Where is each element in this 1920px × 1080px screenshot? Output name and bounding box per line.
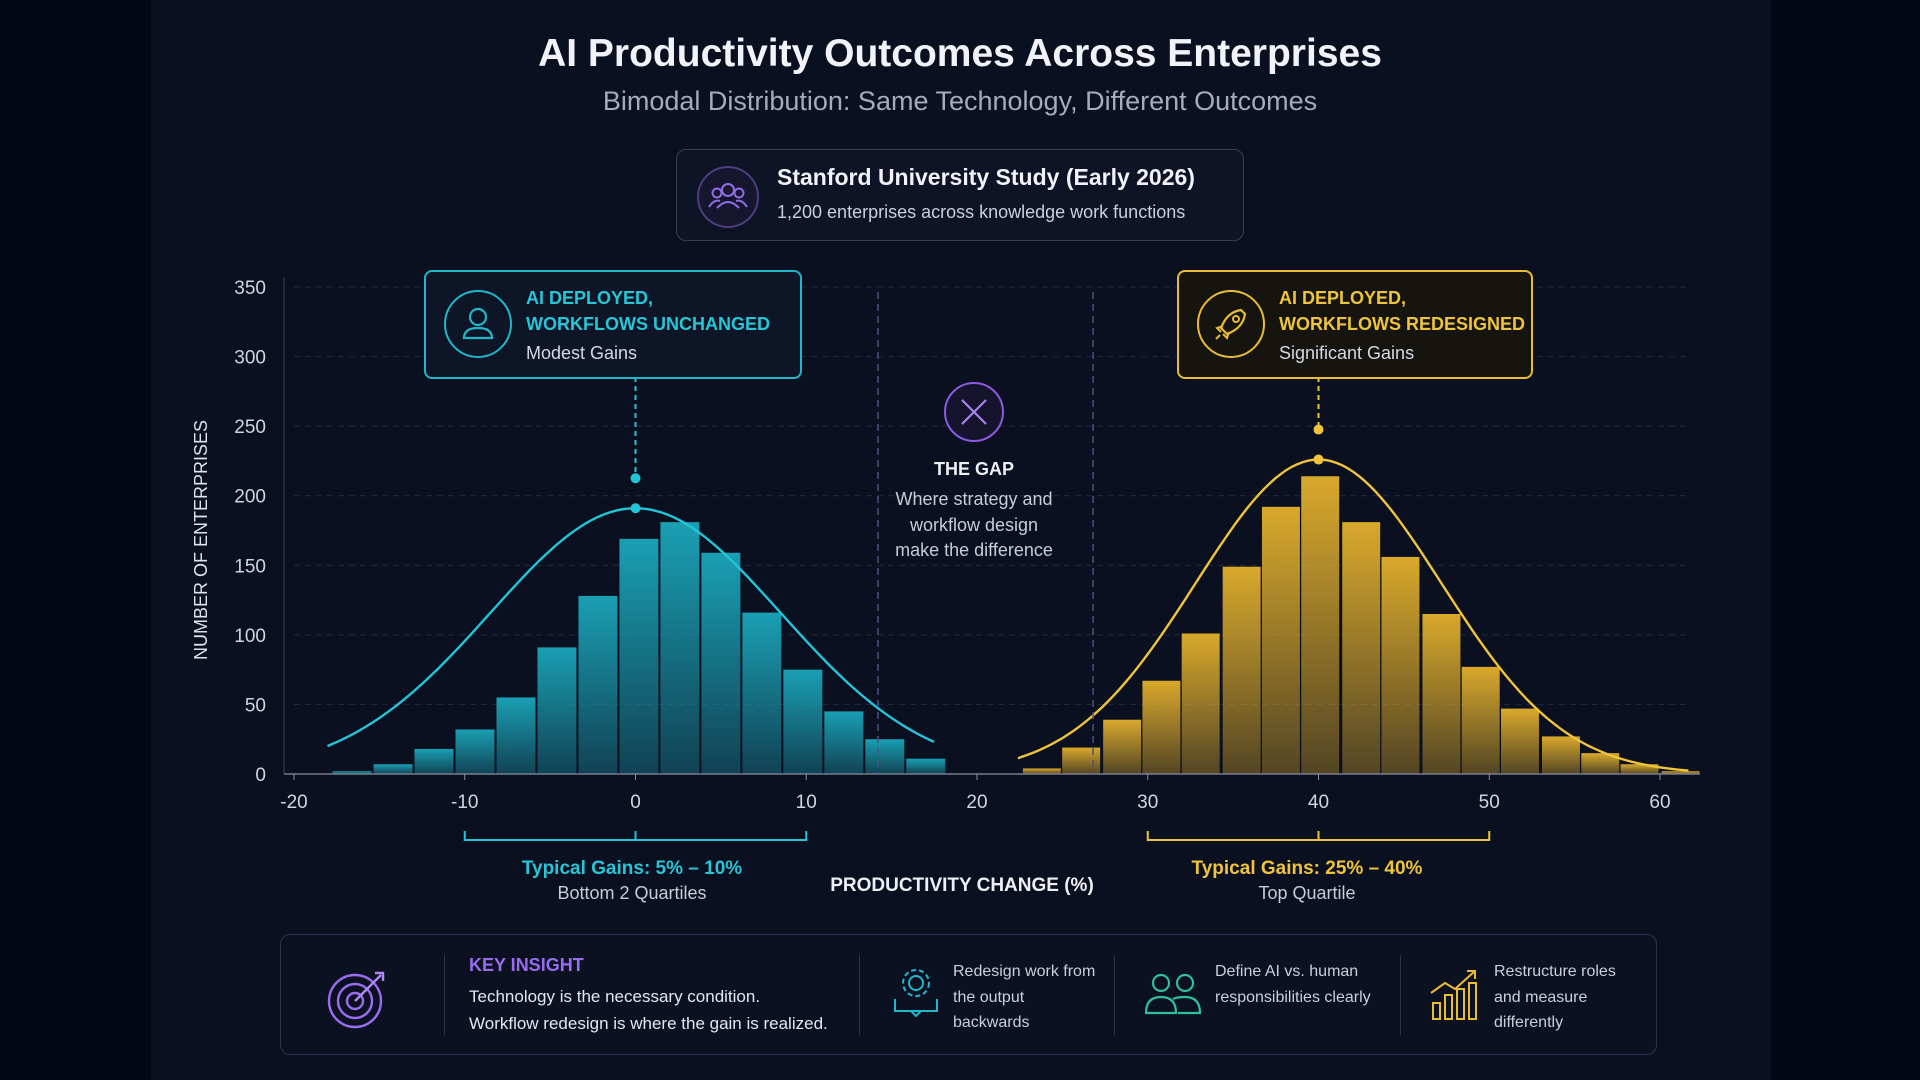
peak-marker (1313, 454, 1324, 465)
page-subtitle: Bimodal Distribution: Same Technology, D… (602, 86, 1318, 116)
histogram-bar (1022, 768, 1061, 774)
callout-anchor-dot (630, 473, 641, 484)
histogram-bar (1301, 476, 1340, 774)
histogram-bar (537, 647, 577, 774)
y-tick-label: 250 (234, 417, 266, 438)
action-redesign-work: Redesign work from the output backwards (953, 963, 1096, 1031)
histogram-bar (865, 739, 905, 774)
key-insight-panel: KEY INSIGHT Technology is the necessary … (280, 934, 1657, 1055)
divider (444, 955, 445, 1035)
histogram-bar (373, 764, 413, 774)
right-range-subtitle: Top Quartile (1258, 883, 1356, 903)
histogram-bar (455, 729, 495, 774)
histogram-bar (1381, 556, 1420, 774)
callout-anchor-dot (1313, 424, 1324, 435)
y-tick-label: 0 (255, 765, 266, 786)
x-axis-label: PRODUCTIVITY CHANGE (%) (830, 875, 1094, 896)
callout-left-line1: AI DEPLOYED, (526, 288, 654, 308)
gear-cycle-icon (889, 963, 943, 1028)
x-tick-label: 30 (1137, 792, 1158, 813)
histogram-bar (1181, 633, 1220, 774)
x-tick-label: 40 (1308, 792, 1329, 813)
y-tick-label: 150 (234, 556, 266, 577)
range-bracket (1146, 831, 1491, 841)
divider (859, 955, 860, 1035)
peak-marker (630, 503, 641, 514)
x-tick-label: 0 (630, 792, 641, 813)
people-icon (1143, 969, 1203, 1024)
y-tick-label: 350 (234, 278, 266, 299)
histogram-bar (1261, 506, 1300, 774)
x-tick-label: 20 (966, 792, 987, 813)
gap-description: Where strategy and workflow design make … (895, 489, 1053, 560)
histogram-bar (1501, 708, 1539, 774)
divider (1400, 955, 1401, 1035)
y-axis-label: NUMBER OF ENTERPRISES (191, 420, 211, 660)
insight-line-1: Technology is the necessary condition. (469, 987, 761, 1006)
x-tick-label: -10 (451, 792, 478, 813)
person-icon (444, 290, 512, 358)
callout-workflows-redesigned: AI DEPLOYED, WORKFLOWS REDESIGNED Signif… (1177, 270, 1533, 379)
callout-left-line2: WORKFLOWS UNCHANGED (526, 314, 770, 334)
divider (1114, 955, 1115, 1035)
histogram-bar (824, 711, 864, 774)
study-card: Stanford University Study (Early 2026) 1… (676, 149, 1244, 241)
y-tick-label: 300 (234, 348, 266, 369)
callout-workflows-unchanged: AI DEPLOYED, WORKFLOWS UNCHANGED Modest … (424, 270, 802, 379)
histogram-bar (496, 697, 536, 774)
histogram-bar (1461, 666, 1500, 774)
study-description: 1,200 enterprises across knowledge work … (777, 202, 1186, 222)
histogram-bar (1342, 522, 1381, 774)
target-icon (325, 965, 391, 1036)
histogram-bar (619, 538, 659, 774)
callout-left-line3: Modest Gains (526, 343, 638, 363)
histogram-bar (332, 771, 372, 774)
histogram-bar (906, 758, 946, 774)
histogram-bar (660, 522, 700, 774)
y-tick-label: 200 (234, 487, 266, 508)
histogram-bar (1142, 680, 1181, 774)
action-define-responsibilities: Define AI vs. human responsibilities cle… (1215, 963, 1371, 1006)
x-tick-label: -20 (280, 792, 307, 813)
callout-right-line1: AI DEPLOYED, (1279, 288, 1407, 308)
callout-right-line3: Significant Gains (1279, 343, 1415, 363)
x-circle-icon (944, 382, 1004, 442)
growth-chart-icon (1427, 963, 1481, 1028)
histogram-bar (783, 669, 823, 774)
histogram-bar (1541, 736, 1580, 774)
histogram-bar (742, 612, 782, 774)
left-range-title: Typical Gains: 5% – 10% (521, 858, 743, 879)
range-bracket (463, 831, 808, 841)
histogram-bar (414, 748, 454, 774)
x-tick-label: 50 (1479, 792, 1500, 813)
study-title: Stanford University Study (Early 2026) (777, 164, 1195, 190)
histogram-bar (1581, 753, 1620, 774)
histogram-bar (1422, 613, 1461, 774)
histogram-bar (1661, 771, 1700, 774)
action-restructure-roles: Restructure roles and measure differentl… (1494, 963, 1616, 1031)
histogram-bar (701, 552, 741, 774)
y-tick-label: 50 (245, 695, 266, 716)
histogram-bar (578, 595, 618, 774)
histogram-bar (1222, 566, 1261, 774)
page-title: AI Productivity Outcomes Across Enterpri… (538, 32, 1382, 75)
insight-line-2: Workflow redesign is where the gain is r… (469, 1014, 828, 1033)
x-tick-label: 10 (796, 792, 817, 813)
insight-heading: KEY INSIGHT (469, 955, 584, 975)
gap-title: THE GAP (933, 459, 1014, 479)
left-range-subtitle: Bottom 2 Quartiles (557, 883, 707, 903)
histogram-bar (1620, 764, 1659, 774)
callout-right-line2: WORKFLOWS REDESIGNED (1279, 314, 1525, 334)
histogram-bar (1103, 719, 1142, 774)
x-tick-label: 60 (1649, 792, 1670, 813)
y-tick-label: 100 (234, 626, 266, 647)
distribution-curve (1017, 458, 1689, 772)
histogram-bar (1062, 747, 1101, 774)
group-icon (697, 166, 759, 228)
right-range-title: Typical Gains: 25% – 40% (1191, 858, 1423, 879)
rocket-icon (1197, 290, 1265, 358)
